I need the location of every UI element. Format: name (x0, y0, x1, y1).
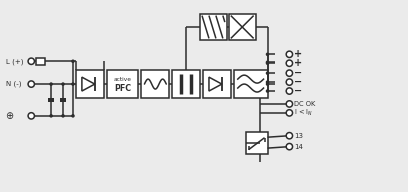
Text: DC OK: DC OK (294, 101, 316, 107)
Circle shape (266, 61, 269, 65)
Bar (246, 132, 268, 154)
Text: PFC: PFC (114, 84, 131, 93)
Circle shape (61, 114, 65, 118)
Circle shape (71, 82, 75, 86)
Circle shape (266, 60, 269, 64)
Text: N (-): N (-) (7, 81, 22, 87)
Text: −: − (294, 68, 302, 78)
Circle shape (286, 51, 293, 57)
Circle shape (266, 82, 269, 86)
Circle shape (28, 81, 34, 87)
Circle shape (286, 70, 293, 76)
Bar (172, 70, 200, 98)
Bar (107, 70, 138, 98)
Circle shape (266, 71, 269, 75)
Bar (234, 70, 268, 98)
Circle shape (266, 80, 269, 84)
Circle shape (266, 53, 269, 56)
Text: 13: 13 (294, 133, 303, 139)
Circle shape (286, 60, 293, 66)
Circle shape (286, 132, 293, 139)
Circle shape (286, 88, 293, 94)
Circle shape (286, 79, 293, 85)
Circle shape (49, 82, 53, 86)
Bar (229, 14, 256, 40)
Bar (76, 70, 104, 98)
Circle shape (28, 113, 34, 119)
Text: +: + (294, 49, 302, 59)
Circle shape (266, 89, 269, 93)
Circle shape (71, 60, 75, 63)
Text: 14: 14 (294, 144, 303, 150)
Text: +: + (294, 58, 302, 68)
Circle shape (49, 114, 53, 118)
Circle shape (61, 82, 65, 86)
Text: −: − (294, 77, 302, 87)
Circle shape (71, 114, 75, 118)
Circle shape (286, 143, 293, 150)
Text: $\oplus$: $\oplus$ (5, 110, 15, 121)
Text: −: − (294, 86, 302, 96)
Circle shape (286, 101, 293, 107)
Bar (36, 58, 45, 65)
Bar (200, 14, 227, 40)
Bar (203, 70, 231, 98)
Text: I < I$_N$: I < I$_N$ (294, 108, 313, 118)
Bar (142, 70, 169, 98)
Text: L (+): L (+) (7, 58, 24, 65)
Text: active: active (113, 77, 132, 82)
Circle shape (286, 110, 293, 116)
Circle shape (28, 58, 34, 65)
